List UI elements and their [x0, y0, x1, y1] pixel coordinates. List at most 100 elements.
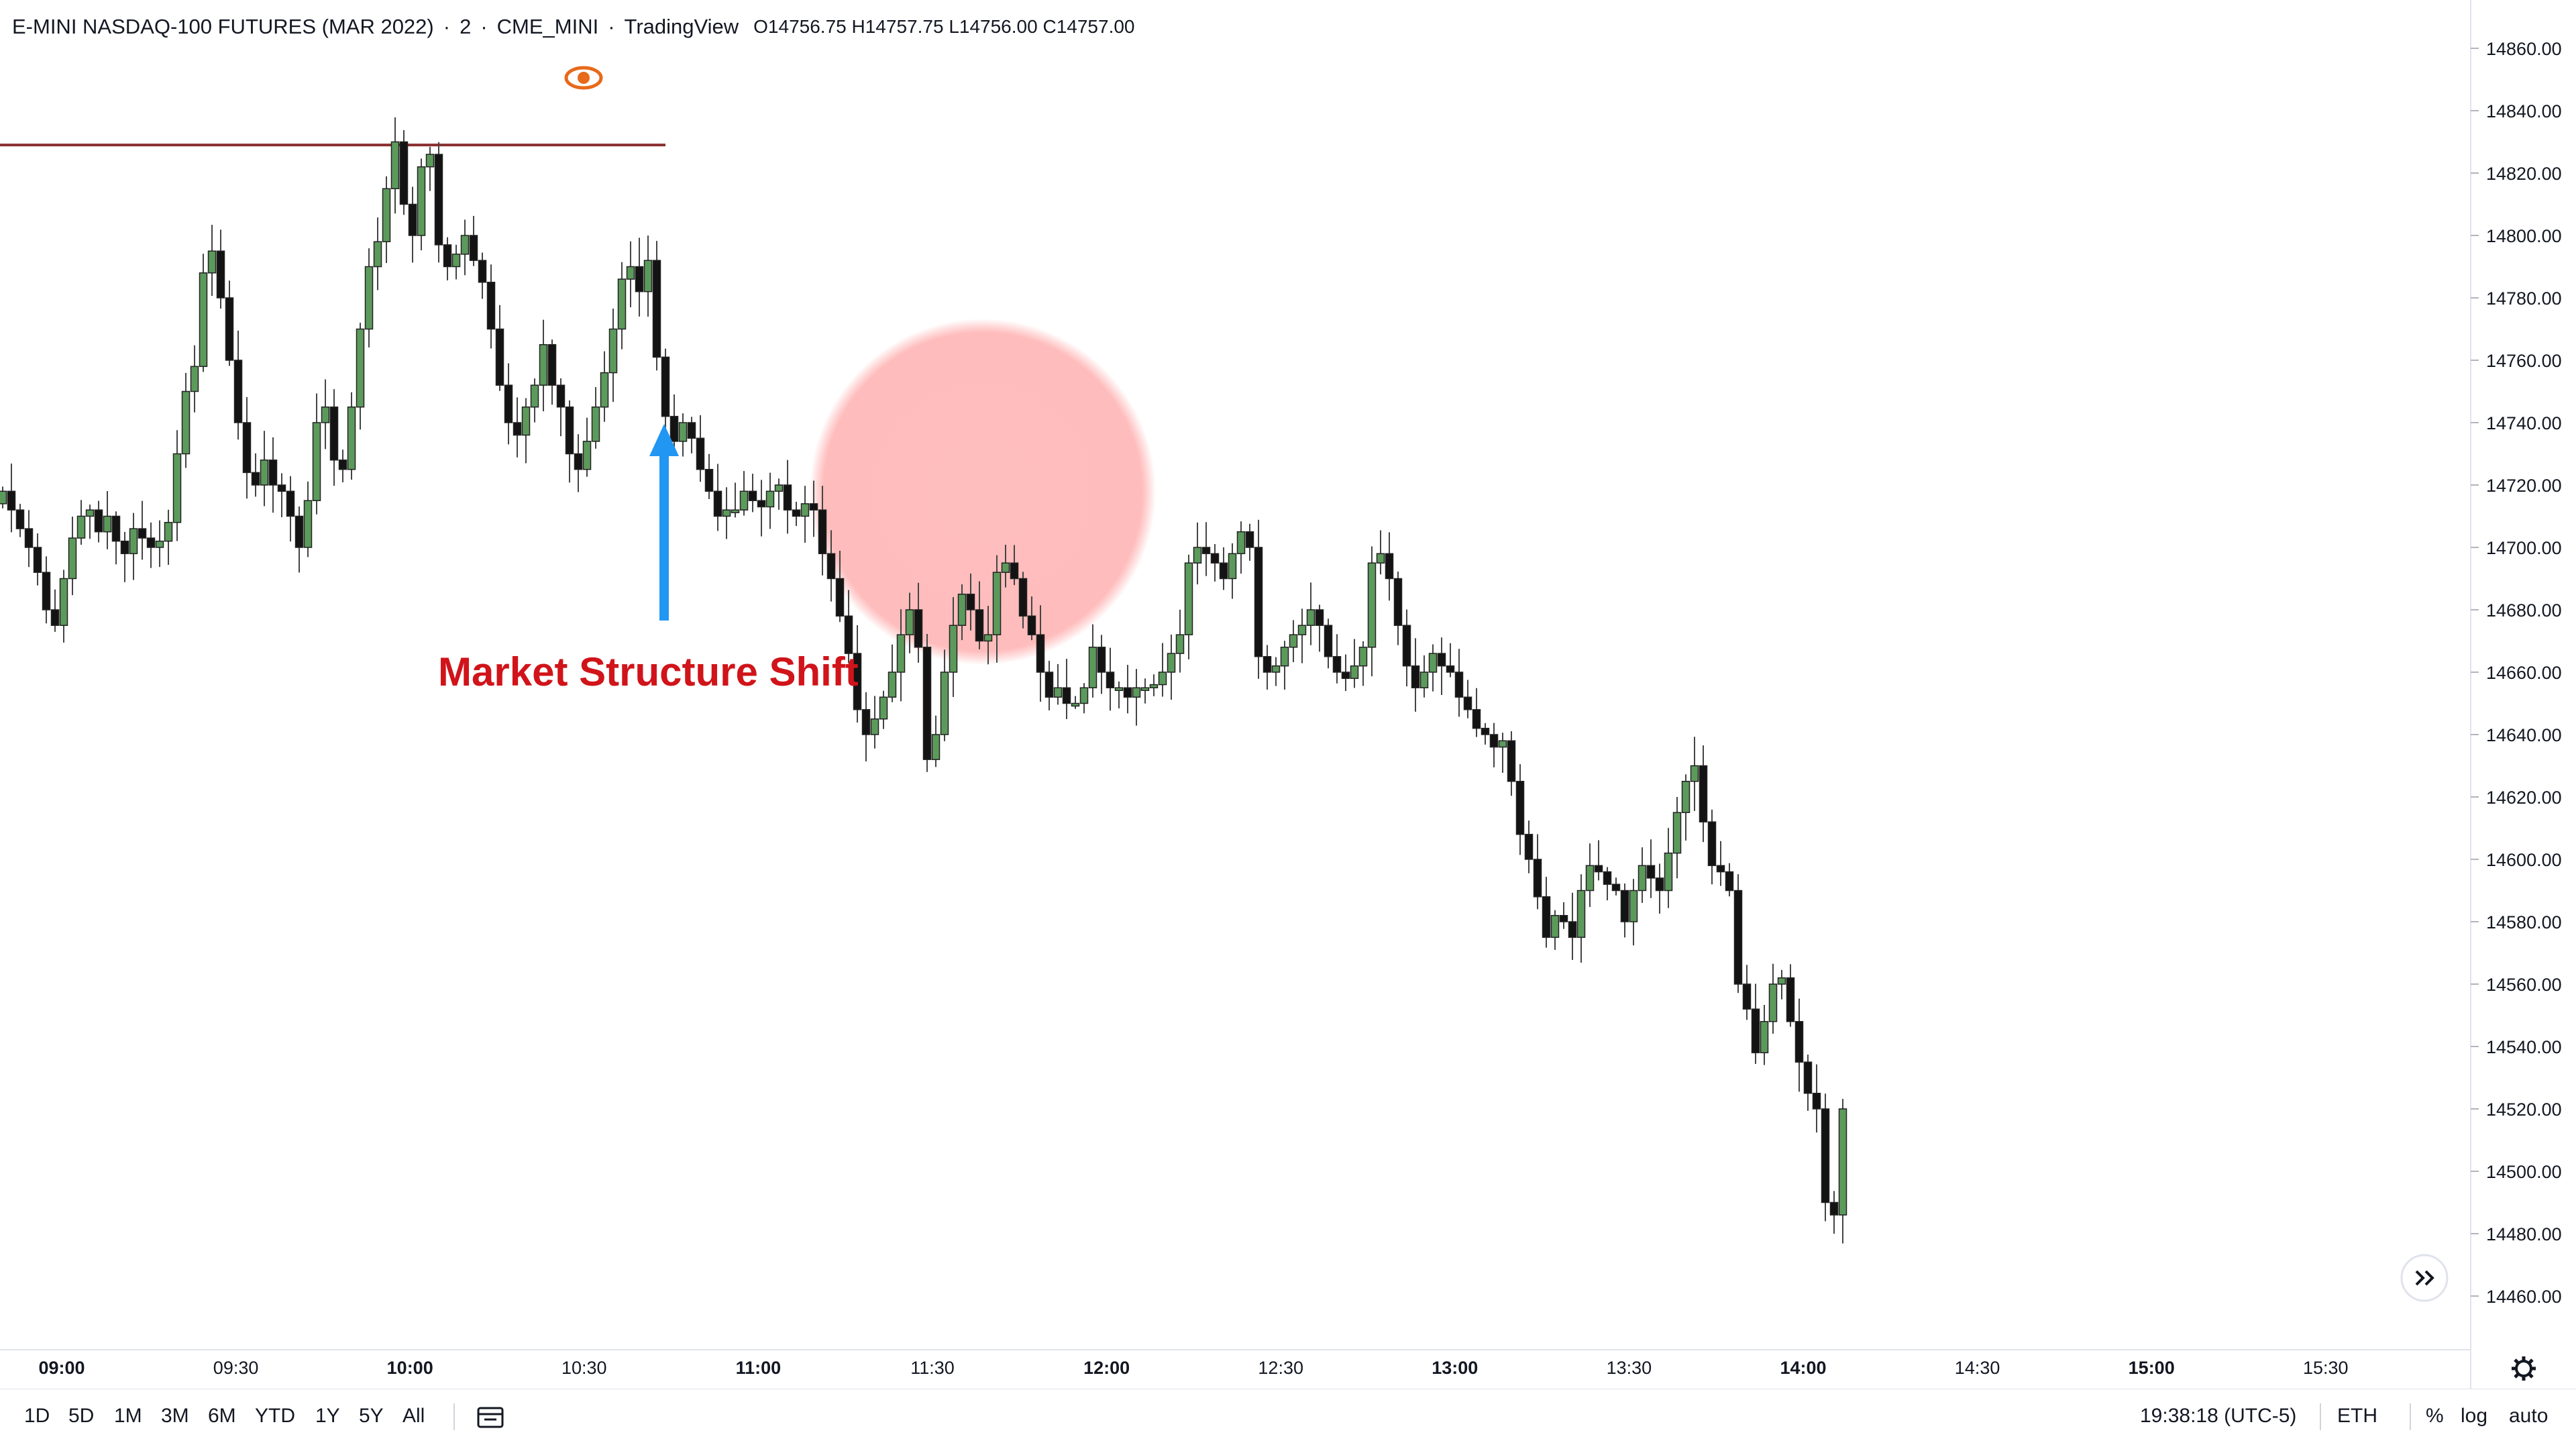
candle[interactable]	[486, 264, 496, 349]
candle[interactable]	[425, 146, 435, 191]
candle[interactable]	[129, 513, 138, 580]
candle[interactable]	[1699, 745, 1708, 843]
candle[interactable]	[617, 262, 627, 350]
candle[interactable]	[1132, 669, 1141, 726]
candle[interactable]	[809, 480, 818, 537]
candle[interactable]	[1158, 643, 1167, 697]
range-1y-button[interactable]: 1Y	[315, 1405, 340, 1427]
candle[interactable]	[1010, 545, 1019, 586]
candle[interactable]	[1419, 655, 1429, 698]
candle[interactable]	[1254, 519, 1263, 679]
candle[interactable]	[111, 511, 121, 565]
candle[interactable]	[76, 500, 86, 545]
candle[interactable]	[190, 345, 199, 413]
candle[interactable]	[1533, 834, 1542, 910]
candle[interactable]	[1498, 733, 1507, 773]
candle[interactable]	[1751, 983, 1760, 1064]
candle[interactable]	[940, 649, 949, 741]
candle[interactable]	[957, 584, 967, 641]
candle[interactable]	[1576, 874, 1586, 963]
candle[interactable]	[844, 590, 853, 663]
candle[interactable]	[1027, 596, 1036, 641]
candle[interactable]	[1062, 659, 1071, 719]
candle[interactable]	[739, 471, 749, 516]
candle[interactable]	[216, 229, 225, 309]
candle[interactable]	[643, 235, 653, 317]
candle[interactable]	[626, 241, 635, 308]
candle[interactable]	[975, 581, 984, 649]
candle[interactable]	[1236, 521, 1246, 574]
candle[interactable]	[896, 609, 906, 702]
candle[interactable]	[207, 225, 217, 297]
candle[interactable]	[1167, 634, 1176, 700]
candle[interactable]	[992, 555, 1002, 663]
candle[interactable]	[1611, 877, 1621, 896]
candle[interactable]	[818, 486, 827, 576]
interval-label[interactable]: 2	[460, 15, 472, 38]
candle[interactable]	[774, 478, 784, 510]
candle[interactable]	[1393, 572, 1403, 645]
candle[interactable]	[1454, 649, 1464, 717]
candle[interactable]	[68, 517, 77, 596]
candle[interactable]	[1707, 809, 1717, 885]
candle[interactable]	[1219, 547, 1228, 590]
candle[interactable]	[1367, 546, 1377, 677]
candle[interactable]	[1507, 731, 1516, 796]
candle[interactable]	[547, 339, 557, 405]
candle[interactable]	[1280, 641, 1289, 690]
candle[interactable]	[1603, 867, 1612, 901]
candle[interactable]	[1411, 638, 1420, 712]
candle[interactable]	[1018, 572, 1028, 629]
candle[interactable]	[1263, 645, 1272, 690]
candle[interactable]	[268, 437, 278, 513]
candle[interactable]	[103, 490, 112, 549]
candle[interactable]	[608, 309, 618, 402]
candle[interactable]	[757, 480, 766, 537]
candle[interactable]	[0, 486, 7, 508]
candle[interactable]	[434, 142, 443, 263]
date-range-icon[interactable]	[476, 1406, 506, 1430]
candle[interactable]	[931, 715, 941, 767]
candle[interactable]	[600, 351, 609, 422]
candle[interactable]	[1001, 545, 1010, 588]
candle[interactable]	[1097, 635, 1106, 694]
candle[interactable]	[1306, 582, 1316, 645]
candle[interactable]	[905, 592, 914, 653]
candle[interactable]	[164, 509, 173, 565]
candle[interactable]	[722, 487, 731, 539]
candle[interactable]	[356, 323, 365, 430]
candle[interactable]	[469, 215, 478, 266]
candle[interactable]	[42, 556, 51, 624]
candle[interactable]	[879, 690, 888, 729]
candle[interactable]	[731, 482, 740, 518]
candle[interactable]	[1332, 634, 1342, 684]
candle[interactable]	[1559, 902, 1568, 929]
candle[interactable]	[678, 413, 688, 457]
candle[interactable]	[94, 500, 103, 543]
candle[interactable]	[792, 501, 801, 527]
candle[interactable]	[1585, 843, 1595, 907]
candle[interactable]	[199, 254, 208, 372]
candle[interactable]	[50, 589, 60, 632]
candle[interactable]	[1524, 820, 1534, 873]
candle[interactable]	[312, 393, 321, 515]
range-6m-button[interactable]: 6M	[208, 1405, 236, 1427]
candle[interactable]	[443, 237, 452, 280]
candle[interactable]	[373, 217, 382, 290]
candle[interactable]	[242, 396, 252, 499]
candle[interactable]	[1184, 554, 1193, 659]
candle[interactable]	[1149, 674, 1159, 696]
candle[interactable]	[861, 692, 871, 762]
candle[interactable]	[635, 237, 644, 317]
candle[interactable]	[1175, 609, 1185, 673]
candle[interactable]	[574, 434, 583, 492]
candle[interactable]	[669, 394, 679, 453]
session-button[interactable]: ETH	[2337, 1405, 2377, 1427]
candle[interactable]	[1733, 874, 1743, 994]
candle[interactable]	[1550, 910, 1560, 951]
eye-icon[interactable]	[564, 66, 603, 90]
candle[interactable]	[1271, 657, 1281, 686]
candle[interactable]	[1742, 965, 1752, 1020]
